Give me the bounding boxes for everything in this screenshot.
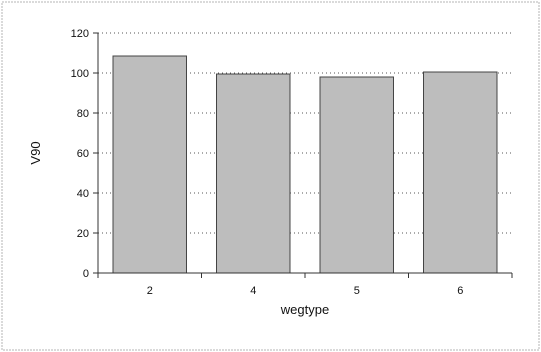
y-tick-label: 20 xyxy=(77,228,89,240)
x-tick-label: 4 xyxy=(250,285,256,297)
y-tick-label: 80 xyxy=(77,108,89,120)
y-axis-label: V90 xyxy=(28,141,43,164)
bar xyxy=(319,76,394,274)
x-tick-label: 2 xyxy=(147,285,153,297)
y-axis: 0 20 40 60 80 100 120 xyxy=(71,28,99,280)
x-axis: 2 4 5 6 xyxy=(97,272,513,297)
x-axis-label: wegtype xyxy=(280,302,329,317)
y-tick-label: 40 xyxy=(77,188,89,200)
y-tick-label: 0 xyxy=(83,268,89,280)
y-tick-label: 120 xyxy=(71,28,89,40)
bar xyxy=(216,73,291,274)
bar xyxy=(112,55,187,274)
x-tick-label: 6 xyxy=(457,285,463,297)
y-tick-label: 60 xyxy=(77,148,89,160)
y-tick-label: 100 xyxy=(71,68,89,80)
bar xyxy=(423,71,498,274)
x-tick-label: 5 xyxy=(354,285,360,297)
